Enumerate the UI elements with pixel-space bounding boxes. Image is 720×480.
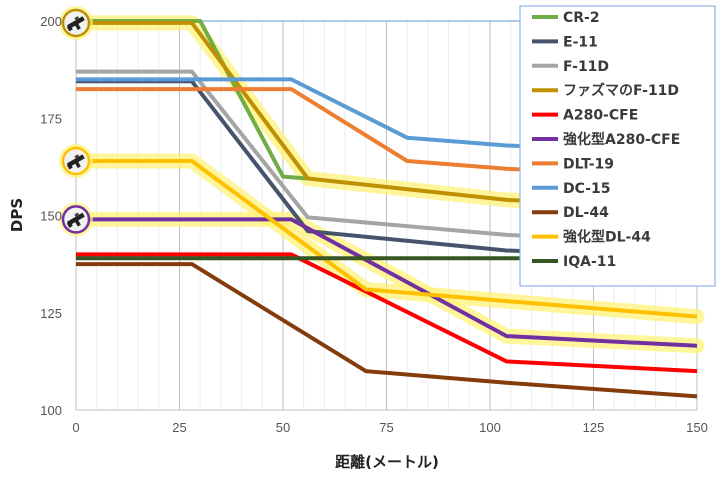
legend-label: F-11D — [563, 59, 609, 75]
series-line — [76, 262, 698, 399]
y-axis-title: DPS — [8, 198, 26, 232]
legend-label: A280-CFE — [563, 108, 638, 124]
y-tick-label: 175 — [40, 111, 62, 126]
legend-label: DC-15 — [563, 181, 611, 197]
assault-rifle-icon — [59, 202, 93, 237]
rifle-icon — [59, 5, 93, 40]
legend-label: ファズマのF-11D — [563, 82, 679, 99]
series-line — [76, 252, 698, 374]
legend-label: CR-2 — [563, 10, 600, 26]
x-tick-label: 150 — [686, 420, 708, 435]
blaster-pistol-icon — [59, 144, 93, 179]
series-line — [76, 159, 698, 319]
y-tick-label: 150 — [40, 209, 62, 224]
x-tick-label: 25 — [172, 420, 186, 435]
x-tick-label: 100 — [479, 420, 501, 435]
legend-label: E-11 — [563, 34, 598, 50]
legend: CR-2 E-11 F-11D ファズマのF-11D A280-CFE 強化型A280-C… — [519, 5, 716, 287]
legend-label: 強化型DL-44 — [563, 229, 651, 246]
y-tick-label: 125 — [40, 306, 62, 321]
x-tick-label: 0 — [72, 420, 79, 435]
legend-label: DLT-19 — [563, 156, 614, 172]
legend-label: IQA-11 — [563, 254, 616, 270]
x-tick-label: 125 — [583, 420, 605, 435]
weapon-icons — [59, 5, 93, 237]
axes: 距離(メートル) DPS 0 25 50 75 100 125 150 100 125 150 17… — [8, 14, 708, 471]
legend-label: 強化型A280-CFE — [563, 131, 680, 148]
legend-box — [519, 5, 716, 287]
series-line — [76, 217, 698, 348]
x-axis-title: 距離(メートル) — [335, 453, 439, 471]
y-tick-label: 100 — [40, 403, 62, 418]
x-tick-label: 50 — [276, 420, 290, 435]
x-tick-label: 75 — [379, 420, 393, 435]
legend-label: DL-44 — [563, 205, 609, 221]
y-tick-label: 200 — [40, 14, 62, 29]
